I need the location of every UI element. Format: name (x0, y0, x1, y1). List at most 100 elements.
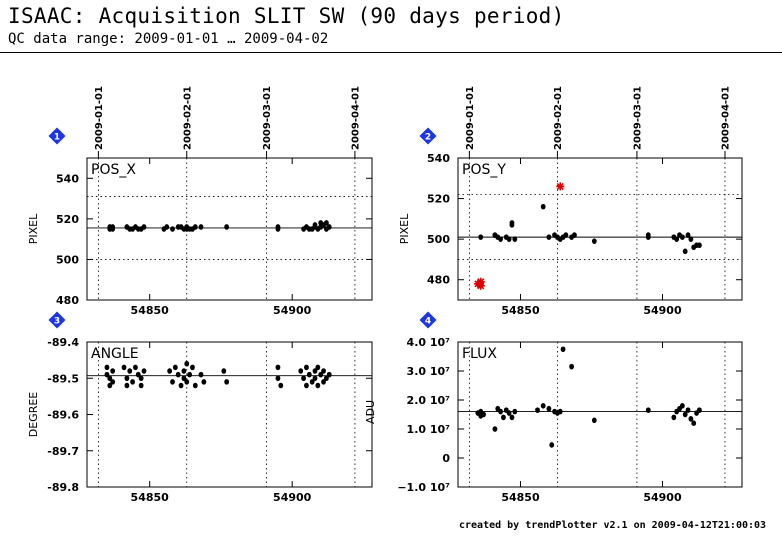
data-point (498, 236, 503, 242)
x-tick-label: 54900 (643, 491, 682, 504)
data-point (138, 382, 144, 389)
data-point (498, 408, 503, 415)
plot-frame (86, 341, 373, 488)
data-point (501, 414, 506, 421)
data-point (685, 232, 691, 238)
data-point (321, 379, 326, 385)
badge-diamond (419, 311, 437, 329)
y-tick-label: 2.0 10⁷ (407, 394, 451, 407)
data-point (133, 364, 138, 371)
badge-number: 2 (425, 133, 431, 143)
badge-diamond (419, 127, 437, 145)
y-axis-label: ADU (364, 400, 377, 424)
data-point (540, 203, 546, 210)
data-point (104, 371, 110, 378)
y-tick-label: 540 (56, 172, 79, 185)
data-point (298, 368, 304, 374)
data-point (318, 371, 324, 378)
panel-number-badge: 1 (48, 127, 66, 145)
x-tick-label: 54850 (131, 491, 170, 504)
data-point (645, 407, 651, 413)
data-point (324, 375, 329, 382)
data-point (181, 375, 187, 382)
y-axis-label: DEGREE (27, 392, 40, 438)
data-point (306, 371, 312, 378)
data-point (679, 234, 685, 240)
data-point (549, 442, 555, 448)
panel-number-badge: 3 (48, 311, 66, 329)
data-point (198, 224, 204, 230)
y-tick-label: 480 (427, 274, 450, 287)
y-tick-label: -89.5 (47, 372, 79, 385)
data-point (124, 382, 130, 389)
y-tick-label: 500 (427, 233, 450, 246)
data-point (560, 346, 566, 353)
y-tick-label: -89.7 (47, 445, 79, 458)
data-point (326, 371, 332, 378)
data-point (104, 364, 110, 371)
date-tick-label: 2009-03-01 (632, 86, 643, 150)
date-tick-label: 2009-04-01 (350, 86, 361, 150)
data-point (563, 232, 569, 238)
y-tick-label: 0 (442, 452, 450, 465)
data-point (141, 224, 147, 230)
plot-frame (457, 157, 743, 301)
page-title: ISAAC: Acquisition SLIT SW (90 days peri… (8, 4, 565, 28)
data-point (315, 382, 321, 389)
y-tick-label: 540 (427, 152, 450, 165)
panel-label: FLUX (462, 346, 497, 362)
date-tick-label: 2009-04-01 (720, 86, 731, 150)
data-point (275, 375, 281, 382)
data-point (492, 426, 498, 432)
data-point (509, 414, 515, 421)
data-point (481, 411, 486, 418)
data-point (278, 382, 284, 389)
date-tick-label: 2009-01-01 (94, 86, 105, 150)
panel-label: POS_X (91, 162, 136, 178)
data-point (506, 410, 512, 416)
badge-number: 1 (54, 133, 60, 143)
y-tick-label: −1.0 10⁷ (397, 481, 450, 494)
y-tick-label: 480 (56, 294, 79, 307)
data-point (688, 416, 694, 422)
y-tick-label: 520 (56, 213, 79, 226)
data-point (506, 236, 512, 242)
y-tick-label: 1.0 10⁷ (407, 423, 451, 436)
y-tick-label: -89.4 (47, 336, 79, 349)
panel-label: ANGLE (91, 346, 139, 362)
data-point (535, 407, 540, 413)
data-point (224, 379, 230, 385)
footer-credit: created by trendPlotter v2.1 on 2009-04-… (459, 520, 767, 531)
data-point (546, 405, 552, 412)
y-tick-label: 520 (427, 193, 450, 206)
date-tick-label: 2009-01-01 (465, 86, 476, 150)
date-tick-label: 2009-02-01 (182, 86, 193, 150)
data-point (107, 375, 113, 382)
data-point (124, 375, 130, 382)
data-point (181, 368, 187, 374)
data-point (572, 232, 577, 238)
data-point (312, 368, 318, 374)
data-point (326, 224, 332, 230)
outlier-stroke (477, 282, 485, 290)
data-point (138, 375, 144, 382)
data-point (645, 234, 651, 240)
outlier-point (556, 182, 565, 191)
data-point (224, 224, 230, 230)
data-range-subtitle: QC data range: 2009-01-01 … 2009-04-02 (8, 31, 329, 47)
chart-panel-1: 2009-01-01 2009-02-01 2009-03-01 2009-04-01… (27, 86, 373, 317)
x-tick-label: 54850 (131, 304, 170, 317)
panel-number-badge: 4 (419, 311, 437, 329)
badge-number: 3 (54, 317, 60, 327)
data-point (569, 363, 574, 370)
data-point (697, 242, 702, 249)
data-point (312, 375, 318, 382)
data-point (201, 379, 207, 385)
data-point (478, 234, 484, 240)
chart-panel-2: 2009-01-01 2009-02-01 2009-03-01 2009-04-01… (398, 86, 743, 317)
data-point (546, 234, 552, 240)
data-point (184, 360, 190, 367)
data-point (304, 382, 309, 389)
data-point (275, 224, 281, 230)
data-point (509, 220, 515, 226)
